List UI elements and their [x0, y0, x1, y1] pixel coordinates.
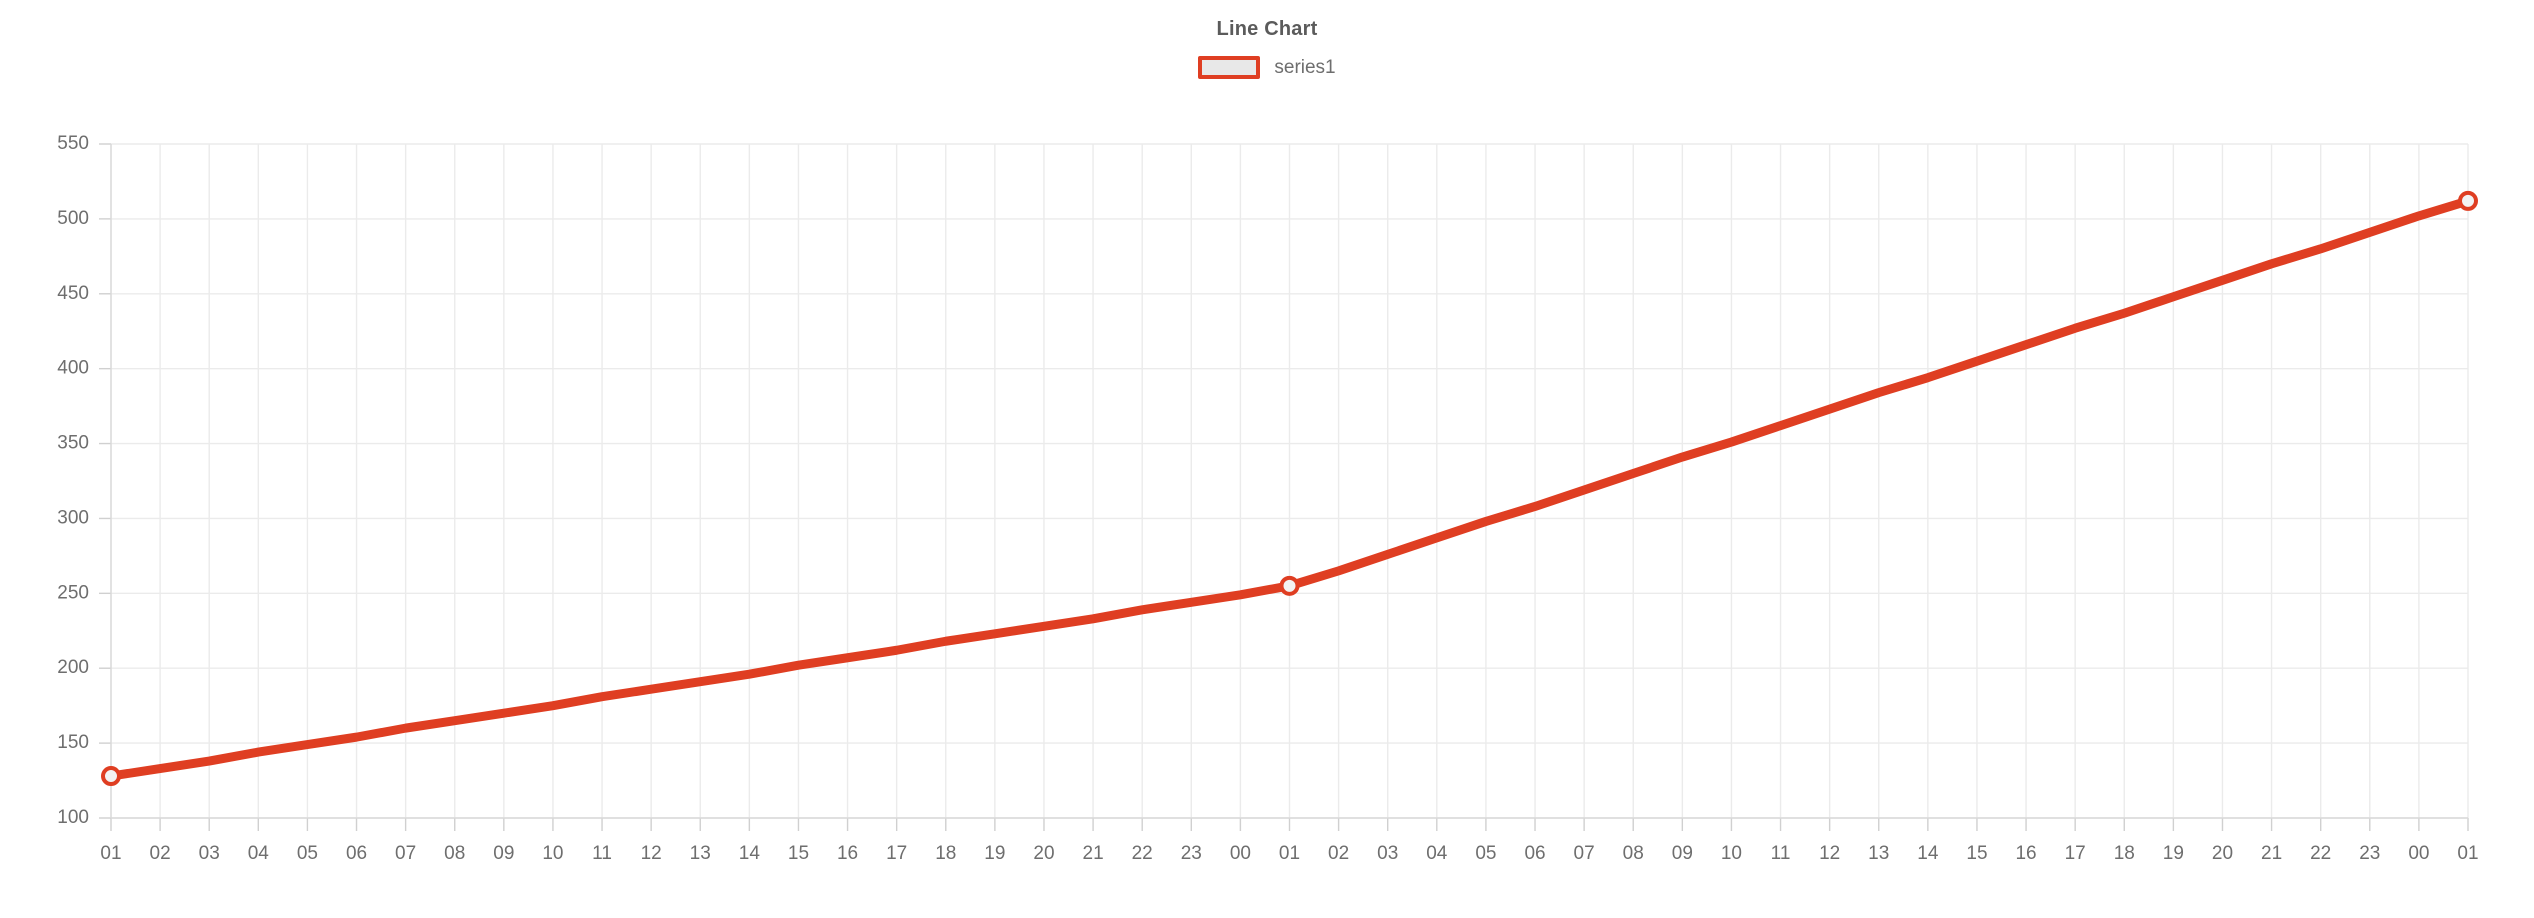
legend-swatch-icon [1198, 56, 1261, 79]
x-tick-label: 18 [935, 843, 956, 864]
x-tick-label: 10 [542, 843, 563, 864]
x-tick-label: 14 [1917, 843, 1939, 864]
x-tick-label: 16 [2015, 843, 2036, 864]
y-tick-label: 450 [57, 283, 89, 304]
y-tick-label: 400 [57, 358, 89, 379]
y-tick-label: 250 [57, 582, 89, 603]
x-tick-label: 09 [493, 843, 514, 864]
x-tick-label: 04 [248, 843, 270, 864]
x-tick-label: 21 [2261, 843, 2282, 864]
x-tick-label: 03 [199, 843, 220, 864]
y-tick-label: 300 [57, 507, 89, 528]
x-tick-label: 21 [1083, 843, 1104, 864]
x-tick-label: 01 [1279, 843, 1300, 864]
x-tick-label: 20 [2212, 843, 2233, 864]
y-tick-label: 500 [57, 208, 89, 229]
legend-item-label: series1 [1274, 56, 1336, 78]
x-tick-label: 01 [100, 843, 121, 864]
chart-legend: series1 [0, 56, 2534, 79]
x-tick-label: 00 [1230, 843, 1251, 864]
x-tick-label: 04 [1426, 843, 1448, 864]
x-tick-label: 15 [1966, 843, 1987, 864]
x-tick-label: 08 [444, 843, 465, 864]
x-tick-label: 23 [1181, 843, 1202, 864]
x-tick-label: 22 [2310, 843, 2331, 864]
x-tick-label: 22 [1132, 843, 1153, 864]
y-tick-label: 150 [57, 732, 89, 753]
x-tick-label: 09 [1672, 843, 1693, 864]
series-data-point[interactable] [2458, 190, 2478, 211]
series-series1 [101, 190, 2478, 787]
x-tick-label: 05 [1475, 843, 1496, 864]
x-tick-label: 23 [2359, 843, 2380, 864]
x-tick-label: 11 [592, 843, 612, 864]
x-tick-label: 13 [1868, 843, 1889, 864]
x-tick-label: 01 [2457, 843, 2478, 864]
x-tick-label: 15 [788, 843, 809, 864]
x-tick-label: 14 [739, 843, 761, 864]
x-tick-label: 17 [2065, 843, 2086, 864]
vertical-gridlines [110, 144, 2469, 818]
y-tick-label: 350 [57, 433, 89, 454]
y-tick-label: 100 [57, 807, 89, 828]
x-tick-label: 10 [1721, 843, 1742, 864]
y-tick-label: 200 [57, 657, 89, 678]
x-tick-label: 12 [641, 843, 662, 864]
x-tick-label: 19 [984, 843, 1005, 864]
x-tick-label: 20 [1033, 843, 1054, 864]
x-tick-label: 16 [837, 843, 858, 864]
x-tick-label: 05 [297, 843, 318, 864]
x-tick-label: 11 [1771, 843, 1791, 864]
y-tick-label: 550 [57, 133, 89, 154]
series-data-point[interactable] [101, 766, 121, 787]
x-axis: 01 02 03 04 05 06 07 08 09 10 11 12 13 14 15 16 17 18 19 20… [100, 817, 2479, 864]
series-data-point[interactable] [1279, 575, 1300, 596]
x-tick-label: 18 [2114, 843, 2135, 864]
legend-item-series1[interactable]: series1 [1198, 56, 1336, 79]
x-tick-label: 06 [1524, 843, 1545, 864]
y-axis: 100 150 200 250 300 350 400 450 500 550 [57, 133, 112, 828]
x-tick-label: 06 [346, 843, 367, 864]
chart-title: Line Chart [1216, 18, 1318, 40]
x-tick-label: 00 [2408, 843, 2429, 864]
x-tick-label: 19 [2163, 843, 2184, 864]
x-tick-label: 13 [690, 843, 711, 864]
x-tick-label: 02 [150, 843, 171, 864]
x-tick-label: 03 [1377, 843, 1398, 864]
x-tick-label: 08 [1623, 843, 1644, 864]
x-tick-label: 12 [1819, 843, 1840, 864]
x-tick-label: 07 [1574, 843, 1595, 864]
x-tick-label: 17 [886, 843, 907, 864]
x-tick-label: 07 [395, 843, 416, 864]
x-tick-label: 02 [1328, 843, 1349, 864]
